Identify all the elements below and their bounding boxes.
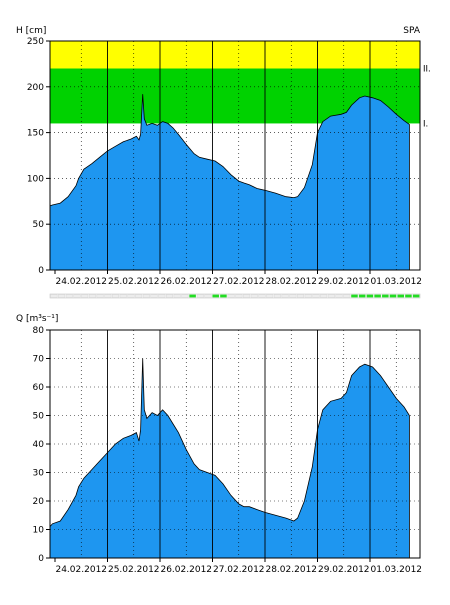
status-segment-35 bbox=[320, 294, 328, 298]
status-segment-37 bbox=[335, 294, 343, 298]
h-plot-frame bbox=[49, 40, 421, 271]
status-segment-44 bbox=[389, 294, 397, 298]
status-segment-5 bbox=[88, 294, 96, 298]
q-xtick-label-2: 26.02.2012 bbox=[160, 565, 212, 575]
status-segment-27 bbox=[258, 294, 266, 298]
h-xtick-label-5: 29.02.2012 bbox=[318, 277, 370, 287]
h-xtick-label-1: 25.02.2012 bbox=[108, 277, 160, 287]
status-segment-19 bbox=[196, 294, 204, 298]
h-ytick-label-100: 100 bbox=[27, 174, 44, 184]
h-series-area bbox=[49, 94, 410, 271]
status-segment-20 bbox=[204, 294, 212, 298]
status-segment-26 bbox=[250, 294, 258, 298]
status-segment-42 bbox=[374, 294, 381, 298]
status-segment-16 bbox=[173, 294, 181, 298]
status-segment-10 bbox=[127, 294, 135, 298]
h-ytick-label-150: 150 bbox=[27, 129, 44, 139]
h-xtick-label-0: 24.02.2012 bbox=[55, 277, 107, 287]
status-segment-1 bbox=[58, 294, 66, 298]
q-series-area bbox=[49, 358, 410, 559]
q-xtick-label-1: 25.02.2012 bbox=[108, 565, 160, 575]
status-segment-43 bbox=[382, 294, 389, 298]
q-xtick-label-5: 29.02.2012 bbox=[318, 565, 370, 575]
h-ytick-label-250: 250 bbox=[27, 37, 44, 47]
q-ytick-label-20: 20 bbox=[33, 497, 45, 507]
status-segment-21 bbox=[212, 294, 219, 298]
status-segment-39 bbox=[351, 294, 358, 298]
status-segment-3 bbox=[73, 294, 81, 298]
station-code: SPA bbox=[403, 26, 421, 36]
q-ytick-label-70: 70 bbox=[33, 355, 45, 365]
status-segment-31 bbox=[289, 294, 297, 298]
q-ytick-label-0: 0 bbox=[38, 554, 44, 564]
status-segment-6 bbox=[96, 294, 104, 298]
status-segment-22 bbox=[220, 294, 227, 298]
q-xtick-label-0: 24.02.2012 bbox=[55, 565, 107, 575]
h-xtick-label-2: 26.02.2012 bbox=[160, 277, 212, 287]
status-segment-8 bbox=[112, 294, 119, 298]
h-chart-ylabel: H [cm] bbox=[16, 26, 46, 36]
q-xtick-label-6: 01.03.2012 bbox=[370, 565, 422, 575]
h-xtick-label-6: 01.03.2012 bbox=[370, 277, 422, 287]
q-chart-ylabel: Q [m³s⁻¹] bbox=[16, 314, 58, 324]
status-segment-25 bbox=[243, 294, 251, 298]
q-ytick-label-30: 30 bbox=[33, 469, 45, 479]
status-segment-45 bbox=[397, 294, 404, 298]
q-ytick-label-60: 60 bbox=[33, 383, 45, 393]
status-segment-33 bbox=[304, 294, 312, 298]
h-band-label-2: II. bbox=[423, 64, 431, 74]
status-segment-17 bbox=[181, 294, 189, 298]
status-segment-9 bbox=[119, 294, 127, 298]
q-ytick-label-40: 40 bbox=[33, 440, 45, 450]
status-segment-28 bbox=[266, 294, 274, 298]
h-xtick-label-3: 27.02.2012 bbox=[213, 277, 265, 287]
status-segment-40 bbox=[358, 294, 366, 298]
status-segment-34 bbox=[312, 294, 320, 298]
status-segment-29 bbox=[273, 294, 281, 298]
status-segment-2 bbox=[65, 294, 73, 298]
status-segment-15 bbox=[166, 294, 173, 298]
status-segment-4 bbox=[81, 294, 89, 298]
status-segment-38 bbox=[343, 294, 351, 298]
status-segment-11 bbox=[135, 294, 143, 298]
status-segment-36 bbox=[327, 294, 335, 298]
status-segment-13 bbox=[150, 294, 158, 298]
q-ytick-label-80: 80 bbox=[33, 326, 45, 336]
status-segment-30 bbox=[281, 294, 289, 298]
status-segment-0 bbox=[50, 294, 58, 298]
status-segment-18 bbox=[189, 294, 196, 298]
status-segment-12 bbox=[142, 294, 150, 298]
q-xtick-label-4: 28.02.2012 bbox=[265, 565, 317, 575]
status-segment-14 bbox=[158, 294, 166, 298]
q-xtick-label-3: 27.02.2012 bbox=[213, 565, 265, 575]
q-plot-frame bbox=[49, 329, 421, 559]
h-ytick-label-50: 50 bbox=[33, 220, 45, 230]
h-band-level-two bbox=[50, 41, 420, 69]
status-segment-23 bbox=[227, 294, 235, 298]
status-segment-46 bbox=[405, 294, 412, 298]
status-strip bbox=[49, 293, 421, 299]
h-ytick-label-0: 0 bbox=[38, 266, 44, 276]
h-ytick-label-200: 200 bbox=[27, 83, 44, 93]
status-segment-7 bbox=[104, 294, 112, 298]
status-segment-24 bbox=[235, 294, 243, 298]
status-segment-41 bbox=[366, 294, 374, 298]
q-ytick-label-10: 10 bbox=[33, 526, 45, 536]
h-band-label-1: I. bbox=[423, 119, 428, 129]
status-segment-47 bbox=[412, 294, 420, 298]
h-xtick-label-4: 28.02.2012 bbox=[265, 277, 317, 287]
status-segment-32 bbox=[297, 294, 304, 298]
q-ytick-label-50: 50 bbox=[33, 412, 45, 422]
